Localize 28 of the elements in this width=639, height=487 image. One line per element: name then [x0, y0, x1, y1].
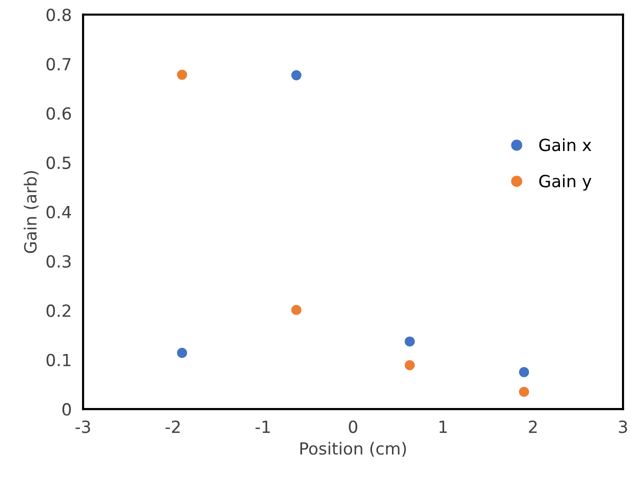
point — [404, 360, 415, 370]
x-tick-label: -1 — [256, 420, 270, 433]
y-tick-label: 0.5 — [46, 156, 71, 170]
y-tick-label: 0.8 — [46, 8, 71, 22]
x-axis-title: Position (cm) — [300, 442, 406, 457]
point — [404, 336, 415, 347]
x-tick-label: 3 — [618, 420, 627, 434]
x-tick-label: 2 — [528, 420, 537, 433]
legend-label: Gain y — [539, 174, 592, 191]
point — [291, 304, 302, 316]
y-tick-label: 0.4 — [46, 206, 72, 218]
x-tick-label: -2 — [166, 420, 180, 433]
y-tick-label: 0.2 — [46, 304, 70, 318]
legend-label: Gain x — [539, 138, 592, 152]
y-tick-label: 0.6 — [46, 107, 71, 120]
point — [291, 70, 302, 80]
point — [176, 348, 188, 358]
point — [518, 386, 530, 397]
y-tick-label: 0.1 — [46, 354, 70, 366]
y-tick-label: 0.3 — [46, 255, 71, 268]
point — [518, 367, 530, 378]
y-tick-label: 0 — [62, 403, 71, 416]
x-tick-label: 0 — [348, 420, 358, 434]
y-tick-label: 0.7 — [46, 58, 71, 70]
x-tick-label: 1 — [440, 420, 447, 433]
point — [176, 70, 188, 80]
y-axis-title: Gain (arb) — [24, 171, 39, 254]
x-tick-label: -3 — [76, 420, 90, 434]
